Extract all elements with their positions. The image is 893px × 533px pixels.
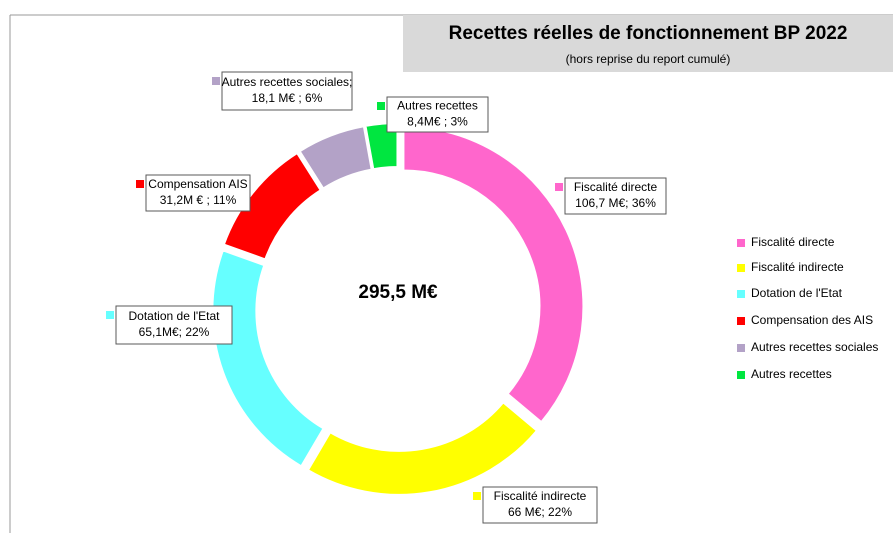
label-key bbox=[212, 77, 220, 85]
legend-key bbox=[737, 239, 745, 247]
label-box bbox=[482, 486, 598, 524]
label-key bbox=[473, 492, 481, 500]
legend-label: Fiscalité indirecte bbox=[751, 260, 844, 274]
label-name: Dotation de l'Etat bbox=[128, 309, 220, 323]
center-label: 295,5 M€ bbox=[358, 282, 438, 303]
donut-segment bbox=[402, 125, 585, 424]
legend-key bbox=[737, 371, 745, 379]
label-name: Autres recettes bbox=[397, 99, 478, 113]
legend-label: Dotation de l'Etat bbox=[751, 286, 843, 300]
label-key bbox=[555, 183, 563, 191]
donut-segment bbox=[211, 249, 325, 468]
label-key bbox=[106, 311, 114, 319]
data-label: 65,1M€; 22% bbox=[139, 325, 210, 339]
data-label: 18,1 M€ ; 6% bbox=[252, 91, 323, 105]
data-label: 66 M€; 22% bbox=[508, 505, 572, 519]
label-box bbox=[386, 96, 489, 133]
label-key bbox=[377, 102, 385, 110]
legend-label: Autres recettes sociales bbox=[751, 340, 878, 354]
label-box bbox=[221, 71, 353, 111]
legend-key bbox=[737, 290, 745, 298]
label-box bbox=[115, 305, 233, 345]
legend-key bbox=[737, 344, 745, 352]
data-label: 106,7 M€; 36% bbox=[575, 196, 656, 210]
title-box bbox=[403, 15, 893, 72]
chart-title: Recettes réelles de fonctionnement BP 20… bbox=[449, 23, 848, 44]
label-key bbox=[136, 180, 144, 188]
legend-label: Fiscalité directe bbox=[751, 235, 835, 249]
donut-segment bbox=[306, 400, 539, 496]
label-name: Compensation AIS bbox=[148, 177, 247, 191]
legend-key bbox=[737, 317, 745, 325]
label-name: Fiscalité indirecte bbox=[494, 489, 587, 503]
legend-key bbox=[737, 264, 745, 272]
legend-label: Compensation des AIS bbox=[751, 313, 873, 327]
label-name: Fiscalité directe bbox=[574, 180, 658, 194]
legend-label: Autres recettes bbox=[751, 367, 832, 381]
donut-segment bbox=[364, 122, 399, 171]
chart-subtitle: (hors reprise du report cumulé) bbox=[566, 52, 731, 66]
label-name: Autres recettes sociales; bbox=[222, 75, 353, 89]
data-label: 31,2M € ; 11% bbox=[160, 193, 237, 207]
label-box bbox=[564, 177, 667, 215]
donut-segment bbox=[298, 125, 373, 190]
label-box bbox=[145, 174, 251, 212]
data-label: 8,4M€ ; 3% bbox=[407, 115, 468, 129]
